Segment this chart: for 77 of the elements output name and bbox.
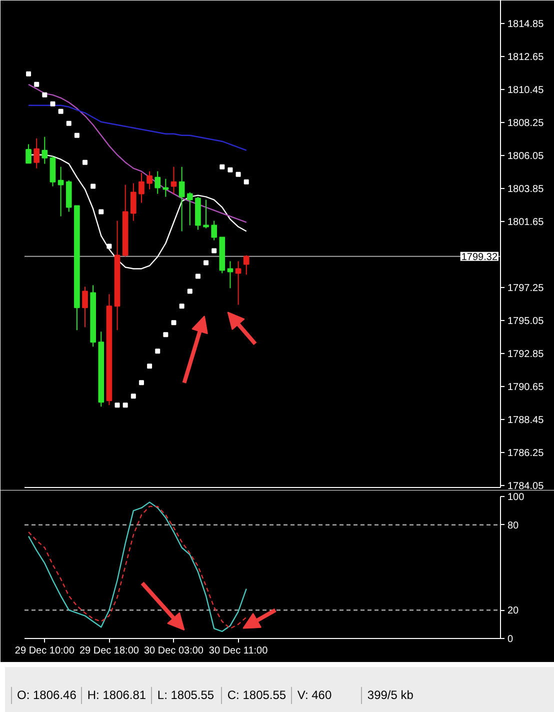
y-tick-label: 1814.85 — [508, 19, 544, 30]
point — [50, 101, 56, 106]
point — [228, 167, 233, 172]
point — [42, 92, 48, 98]
point — [106, 244, 112, 249]
point — [195, 274, 200, 279]
point — [163, 332, 168, 338]
point — [98, 209, 104, 214]
y-tick-label: 1797.25 — [508, 282, 544, 294]
point — [82, 160, 88, 165]
candlestick — [243, 254, 250, 276]
text: V: 460 — [291, 687, 362, 704]
y-tick-label: 0 — [508, 634, 514, 645]
candlestick — [50, 156, 56, 187]
y-tick-label: 1806.05 — [508, 151, 544, 162]
point — [220, 164, 225, 170]
text: O: 1806.46 — [11, 687, 82, 704]
point — [179, 304, 184, 309]
candlestick — [186, 192, 193, 226]
point — [187, 288, 192, 294]
text: 399/5 kb — [361, 687, 432, 704]
point — [171, 320, 176, 326]
y-tick-label: 1788.45 — [508, 414, 544, 426]
candlestick — [138, 172, 144, 204]
candlestick — [154, 170, 161, 194]
y-tick-label: 1808.25 — [508, 118, 544, 130]
x-tick-label: 30 Dec 11:00 — [208, 646, 268, 656]
candlestick — [42, 136, 48, 164]
candlestick — [58, 166, 64, 217]
point — [26, 71, 32, 76]
y-tick-label: 1803.85 — [508, 184, 544, 196]
point — [58, 108, 64, 114]
text: H: 1806.81 — [81, 687, 152, 704]
point — [130, 394, 136, 399]
point — [147, 364, 152, 369]
point — [90, 184, 96, 189]
y-tick-label: 1795.05 — [508, 316, 544, 327]
text: L: 1805.55 — [151, 687, 222, 704]
point — [122, 402, 128, 408]
point — [204, 260, 209, 266]
candlestick — [203, 199, 209, 229]
x-tick-label: 29 Dec 10:00 — [14, 646, 75, 656]
candlestick — [170, 166, 177, 194]
candlestick — [82, 286, 88, 328]
candlestick — [211, 220, 218, 241]
ref-line-label: 1799.32 — [461, 252, 498, 263]
line-series — [28, 84, 247, 223]
y-tick-label: 1786.25 — [508, 448, 544, 459]
y-tick-label: 1792.85 — [508, 348, 544, 360]
point — [66, 120, 72, 126]
candlestick — [227, 260, 234, 289]
y-tick-label: 80 — [508, 520, 520, 532]
y-tick-label: 1784.05 — [508, 480, 544, 492]
candlestick — [162, 178, 169, 198]
point — [212, 248, 217, 254]
candlestick — [178, 166, 185, 232]
candlestick — [34, 138, 40, 169]
point — [236, 172, 241, 177]
y-tick-label: 1810.45 — [508, 85, 544, 96]
point — [155, 348, 160, 354]
candlestick — [235, 260, 242, 306]
x-tick-label: 29 Dec 18:00 — [79, 646, 140, 656]
y-tick-label: 100 — [508, 492, 525, 503]
y-tick-label: 1790.65 — [508, 382, 544, 393]
y-tick-label: 20 — [508, 606, 520, 617]
candlestick — [26, 144, 32, 164]
text: C: 1805.55 — [221, 687, 292, 704]
point — [244, 179, 249, 184]
point — [74, 132, 80, 138]
candlestick — [130, 182, 136, 222]
candlestick — [146, 170, 152, 190]
y-tick-label: 1801.65 — [508, 217, 544, 228]
point — [138, 380, 144, 386]
point — [34, 82, 40, 87]
point — [114, 402, 120, 408]
x-tick-label: 30 Dec 03:00 — [144, 646, 204, 656]
y-tick-label: 1812.65 — [508, 52, 544, 64]
